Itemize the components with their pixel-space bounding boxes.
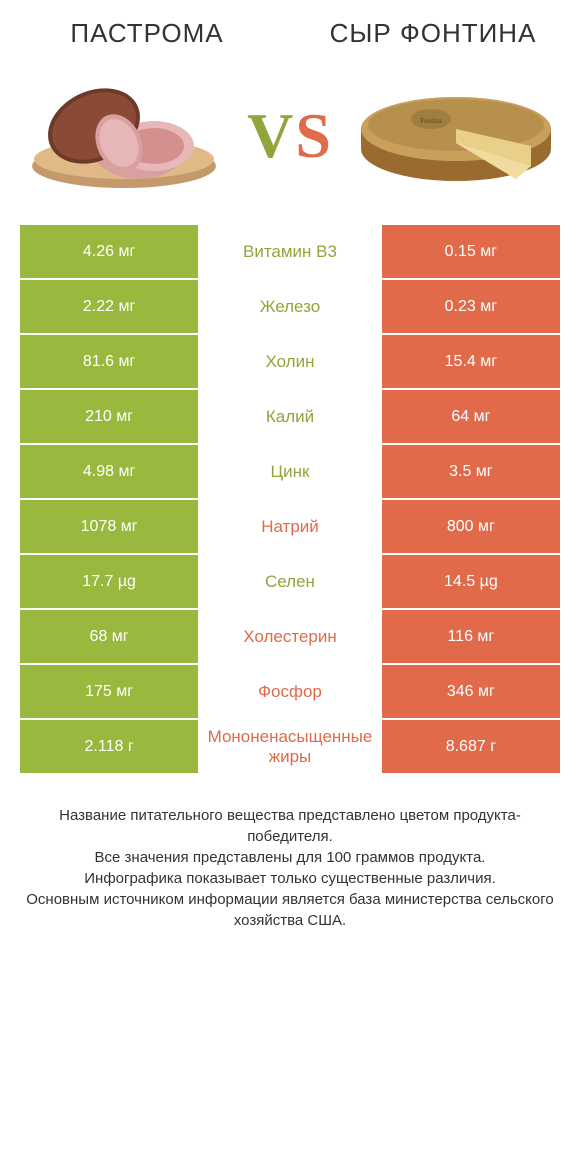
table-row: 2.118 гМононенасыщенные жиры8.687 г (20, 720, 560, 775)
value-right: 14.5 µg (382, 555, 560, 608)
header: Пастрома Сыр Фонтина (0, 0, 580, 59)
footer-line: Все значения представлены для 100 граммо… (20, 847, 560, 868)
value-left: 17.7 µg (20, 555, 198, 608)
footer: Название питательного вещества представл… (0, 775, 580, 931)
vs-label: VS (247, 99, 333, 173)
vs-s: S (295, 100, 333, 171)
table-row: 2.22 мгЖелезо0.23 мг (20, 280, 560, 335)
footer-line: Название питательного вещества представл… (20, 805, 560, 847)
footer-line: Основным источником информации является … (20, 889, 560, 931)
title-right: Сыр Фонтина (316, 18, 550, 49)
nutrient-label: Витамин B3 (198, 225, 382, 278)
nutrient-label: Холин (198, 335, 382, 388)
table-row: 1078 мгНатрий800 мг (20, 500, 560, 555)
nutrient-label: Натрий (198, 500, 382, 553)
value-left: 4.98 мг (20, 445, 198, 498)
value-left: 2.118 г (20, 720, 198, 773)
value-right: 0.15 мг (382, 225, 560, 278)
nutrient-label: Холестерин (198, 610, 382, 663)
value-right: 0.23 мг (382, 280, 560, 333)
nutrient-label: Калий (198, 390, 382, 443)
value-right: 15.4 мг (382, 335, 560, 388)
nutrient-label: Мононенасыщенные жиры (198, 720, 382, 773)
table-row: 175 мгФосфор346 мг (20, 665, 560, 720)
value-left: 81.6 мг (20, 335, 198, 388)
table-row: 17.7 µgСелен14.5 µg (20, 555, 560, 610)
comparison-table: 4.26 мгВитамин B30.15 мг2.22 мгЖелезо0.2… (0, 225, 580, 775)
vs-v: V (247, 100, 295, 171)
title-left: Пастрома (30, 18, 264, 49)
value-left: 68 мг (20, 610, 198, 663)
table-row: 68 мгХолестерин116 мг (20, 610, 560, 665)
pastrami-image (24, 71, 224, 201)
value-right: 3.5 мг (382, 445, 560, 498)
nutrient-label: Фосфор (198, 665, 382, 718)
value-right: 64 мг (382, 390, 560, 443)
nutrient-label: Селен (198, 555, 382, 608)
value-right: 346 мг (382, 665, 560, 718)
value-right: 116 мг (382, 610, 560, 663)
table-row: 210 мгКалий64 мг (20, 390, 560, 445)
fontina-image: Fontina (356, 71, 556, 201)
value-left: 210 мг (20, 390, 198, 443)
value-left: 2.22 мг (20, 280, 198, 333)
svg-text:Fontina: Fontina (420, 117, 442, 125)
value-left: 175 мг (20, 665, 198, 718)
value-right: 8.687 г (382, 720, 560, 773)
table-row: 4.98 мгЦинк3.5 мг (20, 445, 560, 500)
nutrient-label: Железо (198, 280, 382, 333)
vs-row: VS Fontina (0, 59, 580, 225)
value-left: 4.26 мг (20, 225, 198, 278)
value-left: 1078 мг (20, 500, 198, 553)
nutrient-label: Цинк (198, 445, 382, 498)
table-row: 4.26 мгВитамин B30.15 мг (20, 225, 560, 280)
table-row: 81.6 мгХолин15.4 мг (20, 335, 560, 390)
value-right: 800 мг (382, 500, 560, 553)
footer-line: Инфографика показывает только существенн… (20, 868, 560, 889)
